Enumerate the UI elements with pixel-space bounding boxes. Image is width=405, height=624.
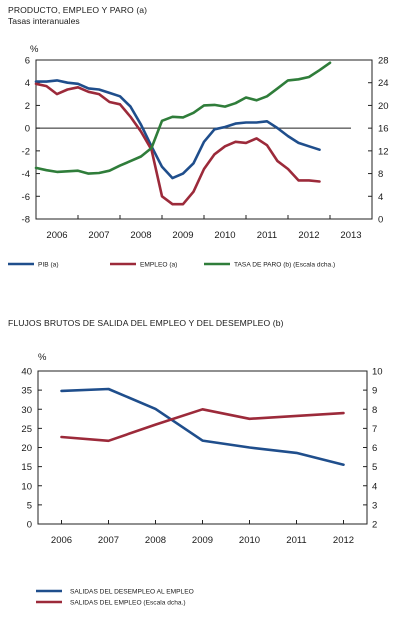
chart2-right-tick-label: 2: [372, 520, 377, 531]
chart2-series-line-1: [60, 387, 345, 467]
chart1-left-tick-label: -6: [22, 192, 30, 203]
chart1-right-tick-label: 16: [378, 124, 389, 135]
chart1-left-tick-label: 0: [25, 124, 30, 135]
chart2-legend-label-2: SALIDAS DEL EMPLEO (Escala dcha.): [70, 599, 186, 606]
chart1-series-line-3: [34, 61, 332, 175]
chart2-x-tick-label: 2006: [51, 535, 72, 546]
chart2-x-tick-label: 2011: [286, 535, 306, 546]
chart2-left-tick-label: 15: [21, 462, 32, 473]
chart1-subtitle: Tasas interanuales: [8, 16, 80, 26]
chart2-x-tick-label: 2012: [333, 535, 354, 546]
chart2-right-tick-label: 7: [372, 424, 377, 435]
chart1-legend-label-2: EMPLEO (a): [140, 261, 177, 268]
chart2-x-tick-label: 2010: [239, 535, 260, 546]
chart2-plot-frame: [37, 370, 368, 525]
chart1-title: PRODUCTO, EMPLEO Y PARO (a): [8, 5, 148, 15]
chart1-right-tick-label: 0: [378, 215, 383, 226]
chart2-series-line-2: [60, 407, 345, 443]
chart2-right-tick-label: 10: [372, 367, 383, 378]
chart1-x-tick-label: 2010: [214, 230, 235, 241]
chart1-left-tick-label: -8: [22, 215, 30, 226]
chart2-title: FLUJOS BRUTOS DE SALIDA DEL EMPLEO Y DEL…: [8, 318, 284, 328]
chart2-left-tick-label: 25: [21, 424, 32, 435]
chart2-left-tick-label: 35: [21, 386, 32, 397]
chart1-legend-label-3: TASA DE PARO (b) (Escala dcha.): [234, 261, 335, 268]
chart1-y-unit-label: %: [30, 44, 39, 55]
chart2-left-tick-label: 0: [27, 520, 32, 531]
chart1-right-tick-label: 24: [378, 78, 389, 89]
chart1-x-tick-label: 2011: [257, 230, 277, 241]
chart2-legend-label-1: SALIDAS DEL DESEMPLEO AL EMPLEO: [70, 588, 194, 595]
chart2-right-tick-label: 8: [372, 405, 377, 416]
chart2-left-tick-label: 10: [21, 481, 32, 492]
chart1-right-tick-label: 8: [378, 169, 383, 180]
chart1-plot-frame: [35, 59, 373, 220]
chart2-x-tick-label: 2009: [192, 535, 213, 546]
chart2-right-tick-label: 4: [372, 481, 377, 492]
chart2-left-tick-label: 30: [21, 405, 32, 416]
chart2-right-tick-label: 3: [372, 500, 377, 511]
chart1-left-tick-label: -2: [22, 146, 30, 157]
chart2-left-tick-label: 40: [21, 367, 32, 378]
chart2-left-tick-label: 5: [27, 500, 32, 511]
chart1-x-tick-label: 2007: [88, 230, 109, 241]
chart2-x-tick-label: 2007: [98, 535, 119, 546]
chart2-right-tick-label: 5: [372, 462, 377, 473]
chart1-x-tick-label: 2009: [172, 230, 193, 241]
chart2-right-tick-label: 9: [372, 386, 377, 397]
chart1-right-tick-label: 28: [378, 56, 389, 67]
chart1-right-tick-label: 12: [378, 146, 389, 157]
chart2-y-unit-label: %: [38, 352, 47, 363]
chart1-x-tick-label: 2008: [130, 230, 151, 241]
chart1-legend-label-1: PIB (a): [38, 261, 59, 268]
chart1-series-line-2: [34, 82, 321, 206]
chart1-right-tick-label: 4: [378, 192, 383, 203]
chart1-series-line-1: [34, 79, 321, 180]
chart1-left-tick-label: 4: [25, 78, 30, 89]
chart1-x-tick-label: 2012: [298, 230, 319, 241]
chart2-x-tick-label: 2008: [145, 535, 166, 546]
chart2-left-tick-label: 20: [21, 443, 32, 454]
chart1-x-tick-label: 2006: [46, 230, 67, 241]
chart1-x-tick-label: 2013: [340, 230, 361, 241]
chart1-left-tick-label: 6: [25, 56, 30, 67]
chart2-right-tick-label: 6: [372, 443, 377, 454]
chart1-left-tick-label: -4: [22, 169, 30, 180]
chart1-left-tick-label: 2: [25, 101, 30, 112]
chart1-right-tick-label: 20: [378, 101, 389, 112]
